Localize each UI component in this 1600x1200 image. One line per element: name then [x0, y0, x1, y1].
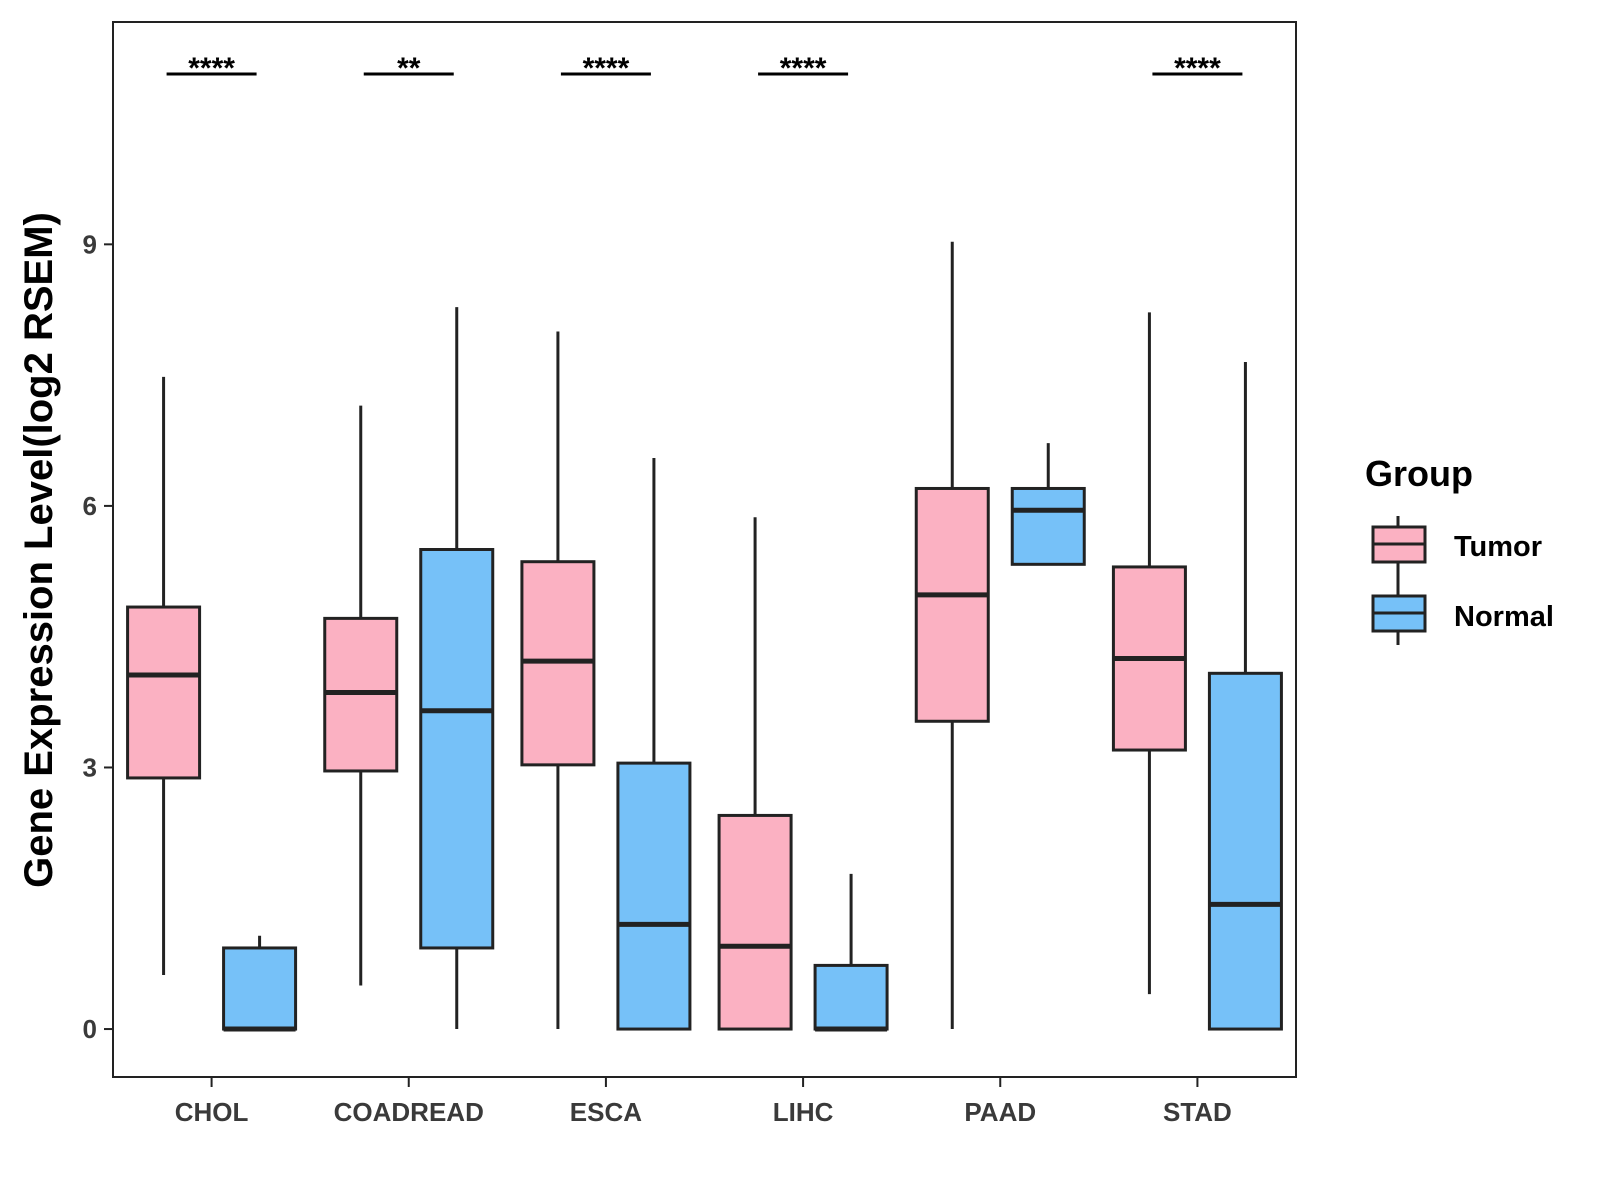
y-tick-label: 6: [83, 491, 97, 521]
significance-label: ****: [1174, 52, 1221, 85]
x-tick-label: PAAD: [964, 1097, 1036, 1127]
legend-label-normal: Normal: [1454, 601, 1554, 633]
box-normal-paad: [1010, 443, 1086, 566]
x-tick-label: CHOL: [175, 1097, 249, 1127]
box-body: [914, 486, 990, 723]
box-body: [717, 813, 793, 1031]
legend-label-tumor: Tumor: [1454, 531, 1542, 563]
plot-panel: [112, 21, 1297, 1078]
significance-label: ****: [188, 52, 235, 85]
x-tick-label: ESCA: [570, 1097, 642, 1127]
box-tumor-paad: [914, 241, 990, 1030]
x-tick-label: COADREAD: [334, 1097, 484, 1127]
y-tick-label: 9: [83, 229, 97, 259]
x-tick-label: LIHC: [773, 1097, 834, 1127]
box-body: [616, 761, 692, 1031]
legend: Group Tumor Normal: [1365, 453, 1554, 645]
box-tumor-chol: [126, 376, 202, 975]
box-normal-esca: [616, 457, 692, 1031]
legend-key-normal: [1371, 585, 1427, 645]
box-body: [1207, 671, 1283, 1031]
box-tumor-lihc: [717, 517, 793, 1031]
box-body: [419, 548, 495, 950]
legend-title: Group: [1365, 453, 1473, 494]
box-body: [126, 605, 202, 780]
box-body: [813, 963, 889, 1031]
significance-label: ****: [583, 52, 630, 85]
significance-label: **: [397, 52, 421, 85]
box-normal-lihc: [813, 873, 889, 1032]
box-tumor-stad: [1111, 312, 1187, 995]
significance-label: ****: [780, 52, 827, 85]
box-tumor-esca: [520, 331, 596, 1030]
box-normal-chol: [222, 935, 298, 1032]
box-tumor-coadread: [323, 405, 399, 986]
y-tick-label: 0: [83, 1014, 97, 1044]
x-tick-label: STAD: [1163, 1097, 1232, 1127]
box-body: [1010, 486, 1086, 566]
y-tick-label: 3: [83, 752, 97, 782]
box-normal-coadread: [419, 307, 495, 1030]
y-axis-title: Gene Expression Level(log2 RSEM): [17, 212, 61, 888]
legend-key-tumor: [1371, 516, 1427, 590]
box-normal-stad: [1207, 362, 1283, 1031]
box-body: [222, 946, 298, 1031]
